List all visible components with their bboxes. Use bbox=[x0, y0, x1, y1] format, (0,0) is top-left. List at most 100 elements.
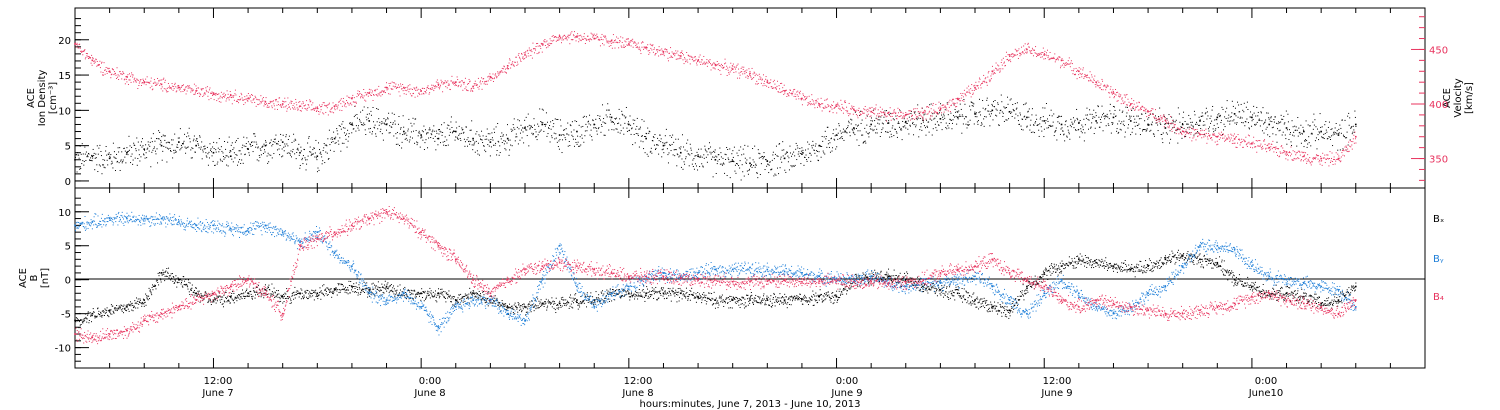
velocity-series-point bbox=[114, 73, 116, 75]
velocity-series-point bbox=[787, 93, 789, 95]
density-series-point bbox=[613, 123, 615, 125]
density-series-point bbox=[1078, 128, 1080, 130]
velocity-series-point bbox=[913, 108, 915, 110]
velocity-series-point bbox=[731, 67, 733, 69]
velocity-series-point bbox=[1155, 119, 1157, 121]
density-series-point bbox=[415, 130, 417, 132]
velocity-series-point bbox=[1149, 111, 1151, 113]
velocity-series-point bbox=[628, 43, 630, 45]
density-series-point bbox=[397, 123, 399, 125]
density-series-point bbox=[1106, 113, 1108, 115]
velocity-series-point bbox=[877, 113, 879, 115]
density-series-point bbox=[529, 128, 531, 130]
velocity-series-point bbox=[416, 89, 418, 91]
density-series-point bbox=[312, 149, 314, 151]
velocity-series-point bbox=[997, 64, 999, 66]
density-series-point bbox=[677, 154, 679, 156]
density-series-point bbox=[541, 121, 543, 123]
velocity-series-point bbox=[271, 105, 273, 107]
velocity-series-point bbox=[78, 47, 80, 49]
density-series-point bbox=[921, 107, 923, 109]
velocity-series-point bbox=[156, 84, 158, 86]
velocity-series-point bbox=[883, 112, 885, 114]
density-series-point bbox=[431, 131, 433, 133]
velocity-series-point bbox=[547, 46, 549, 48]
density-series-point bbox=[80, 153, 82, 155]
velocity-series-point bbox=[297, 108, 299, 110]
density-series-point bbox=[1142, 129, 1144, 131]
velocity-series-point bbox=[473, 87, 475, 89]
velocity-series-point bbox=[870, 111, 872, 113]
density-series-point bbox=[190, 157, 192, 159]
velocity-series-point bbox=[218, 93, 220, 95]
velocity-series-point bbox=[1018, 48, 1020, 50]
velocity-series-point bbox=[327, 104, 329, 106]
density-series-point bbox=[321, 156, 323, 158]
density-series-point bbox=[852, 129, 854, 131]
velocity-series-point bbox=[389, 93, 391, 95]
density-series-point bbox=[737, 155, 739, 157]
density-series-point bbox=[105, 150, 107, 152]
density-series-point bbox=[835, 148, 837, 150]
density-series-point bbox=[883, 116, 885, 118]
density-series-point bbox=[727, 157, 729, 159]
velocity-series-point bbox=[316, 107, 319, 110]
density-series-point bbox=[989, 115, 991, 117]
density-series-point bbox=[1185, 136, 1187, 138]
velocity-series-point bbox=[1161, 117, 1163, 119]
density-series-point bbox=[852, 131, 854, 133]
velocity-series-point bbox=[1026, 48, 1028, 51]
density-series-point bbox=[248, 152, 250, 154]
density-series-point bbox=[1194, 123, 1196, 125]
velocity-series-point bbox=[1134, 109, 1136, 111]
velocity-series-point bbox=[1029, 51, 1031, 53]
density-series-point bbox=[327, 138, 329, 140]
density-series-point bbox=[363, 106, 365, 108]
density-series-point bbox=[820, 145, 822, 147]
velocity-series-point bbox=[575, 40, 577, 42]
velocity-series-point bbox=[215, 94, 217, 96]
velocity-series-point bbox=[881, 115, 883, 117]
density-series-point bbox=[183, 140, 185, 142]
velocity-series-point bbox=[782, 89, 784, 91]
velocity-series-point bbox=[630, 40, 632, 42]
density-series-point bbox=[411, 125, 413, 127]
density-series-point bbox=[766, 165, 768, 167]
velocity-series-point bbox=[197, 87, 199, 89]
density-series-point bbox=[495, 126, 497, 128]
density-series-point bbox=[750, 164, 752, 166]
velocity-series-point bbox=[935, 103, 937, 105]
velocity-series-point bbox=[833, 107, 835, 109]
velocity-series-point bbox=[687, 61, 689, 63]
velocity-series-point bbox=[478, 85, 480, 87]
velocity-series-point bbox=[683, 63, 685, 65]
density-series-point bbox=[574, 120, 576, 122]
velocity-series-point bbox=[468, 83, 470, 85]
density-series-point bbox=[617, 123, 619, 125]
density-series-point bbox=[606, 116, 608, 118]
velocity-series-point bbox=[1125, 94, 1127, 96]
density-series-point bbox=[347, 140, 349, 142]
density-series-point bbox=[422, 139, 424, 141]
density-series-point bbox=[1026, 125, 1028, 127]
density-series-point bbox=[909, 124, 911, 126]
density-series-point bbox=[474, 141, 476, 143]
density-series-point bbox=[620, 124, 622, 126]
velocity-series-point bbox=[910, 115, 912, 117]
velocity-series-point bbox=[725, 69, 727, 71]
velocity-series-point bbox=[1140, 108, 1142, 110]
velocity-series-point bbox=[590, 32, 592, 34]
density-series-point bbox=[407, 130, 409, 132]
density-series-point bbox=[679, 148, 681, 150]
density-series-point bbox=[1108, 124, 1110, 126]
density-series-point bbox=[111, 160, 113, 162]
velocity-series-point bbox=[660, 53, 662, 55]
velocity-series-point bbox=[980, 87, 982, 89]
velocity-series-point bbox=[483, 78, 485, 80]
velocity-series-point bbox=[964, 93, 966, 95]
density-series-point bbox=[205, 152, 207, 154]
density-series-point bbox=[483, 145, 485, 147]
density-series-point bbox=[832, 133, 834, 135]
velocity-series-point bbox=[261, 98, 263, 100]
density-series-point bbox=[740, 146, 742, 148]
